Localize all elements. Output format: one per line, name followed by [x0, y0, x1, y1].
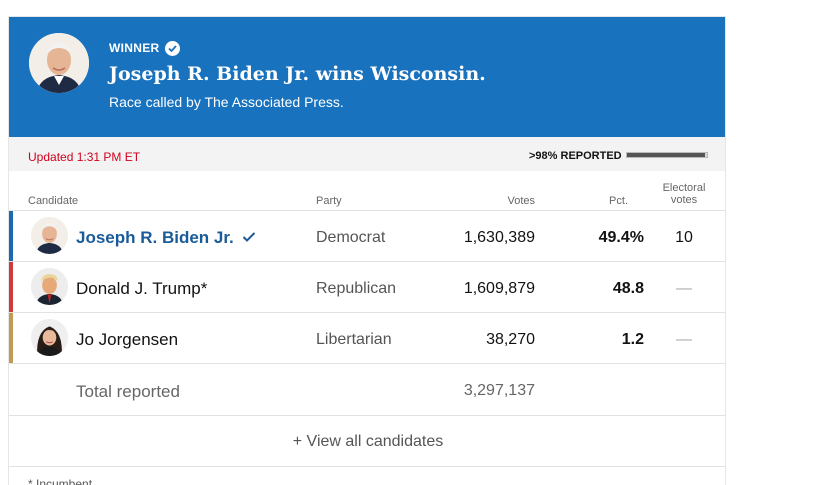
banner-subtitle: Race called by The Associated Press. — [109, 94, 344, 110]
updated-time: Updated 1:31 PM ET — [28, 150, 141, 164]
candidate-name: Donald J. Trump* — [76, 279, 207, 299]
candidate-votes: 1,630,389 — [463, 229, 535, 246]
candidate-party: Democrat — [316, 229, 386, 246]
check-icon — [165, 40, 181, 56]
candidate-pct: 48.8 — [612, 280, 644, 297]
winner-check-icon — [242, 228, 256, 248]
reported-progress-bar — [626, 152, 708, 158]
total-label: Total reported — [76, 382, 180, 401]
table-row: Donald J. Trump* Republican 1,609,879 48… — [9, 262, 725, 313]
party-color-bar — [9, 262, 13, 312]
header-electoral-votes: Electoral votes — [662, 182, 706, 206]
candidate-votes: 38,270 — [486, 331, 535, 348]
header-party: Party — [316, 195, 342, 207]
candidate-electoral-votes: 10 — [675, 229, 693, 246]
biden-avatar — [31, 217, 68, 254]
candidate-electoral-votes: — — [676, 331, 692, 348]
status-bar: Updated 1:31 PM ET >98% REPORTED — [9, 137, 725, 171]
header-pct: Pct. — [609, 195, 628, 207]
candidate-name: Joseph R. Biden Jr. — [76, 228, 256, 248]
winner-banner: WINNER Joseph R. Biden Jr. wins Wisconsi… — [9, 17, 725, 137]
table-header: Candidate Party Votes Pct. Electoral vot… — [9, 171, 725, 211]
candidate-pct: 1.2 — [621, 331, 644, 348]
candidate-party: Republican — [316, 280, 397, 297]
view-all-candidates-button[interactable]: + View all candidates — [9, 416, 725, 467]
banner-title: Joseph R. Biden Jr. wins Wisconsin. — [109, 63, 486, 85]
candidate-name-text: Donald J. Trump* — [76, 279, 208, 298]
reported-label: >98% REPORTED — [529, 150, 622, 162]
trump-avatar — [31, 268, 68, 305]
winner-label: WINNER — [109, 41, 160, 55]
candidate-name-text: Jo Jorgensen — [76, 330, 179, 349]
biden-avatar — [29, 33, 89, 93]
party-color-bar — [9, 211, 13, 261]
results-card: WINNER Joseph R. Biden Jr. wins Wisconsi… — [8, 16, 726, 485]
candidate-pct: 49.4% — [598, 229, 644, 246]
table-row: Jo Jorgensen Libertarian 38,270 1.2 — — [9, 313, 725, 364]
candidate-name: Jo Jorgensen — [76, 330, 178, 350]
candidate-votes: 1,609,879 — [463, 280, 535, 297]
jorgensen-avatar — [31, 319, 68, 356]
party-color-bar — [9, 313, 13, 363]
incumbent-footnote: * Incumbent — [28, 477, 93, 485]
candidate-electoral-votes: — — [676, 280, 692, 297]
header-votes: Votes — [507, 195, 535, 207]
total-row: Total reported 3,297,137 — [9, 364, 725, 416]
total-votes: 3,297,137 — [463, 382, 535, 399]
reported-progress-fill — [627, 153, 706, 157]
table-row: Joseph R. Biden Jr. Democrat 1,630,389 4… — [9, 211, 725, 262]
header-candidate: Candidate — [28, 195, 79, 207]
winner-label-line: WINNER — [109, 40, 181, 56]
candidate-party: Libertarian — [316, 331, 392, 348]
candidate-name-text: Joseph R. Biden Jr. — [76, 228, 234, 247]
